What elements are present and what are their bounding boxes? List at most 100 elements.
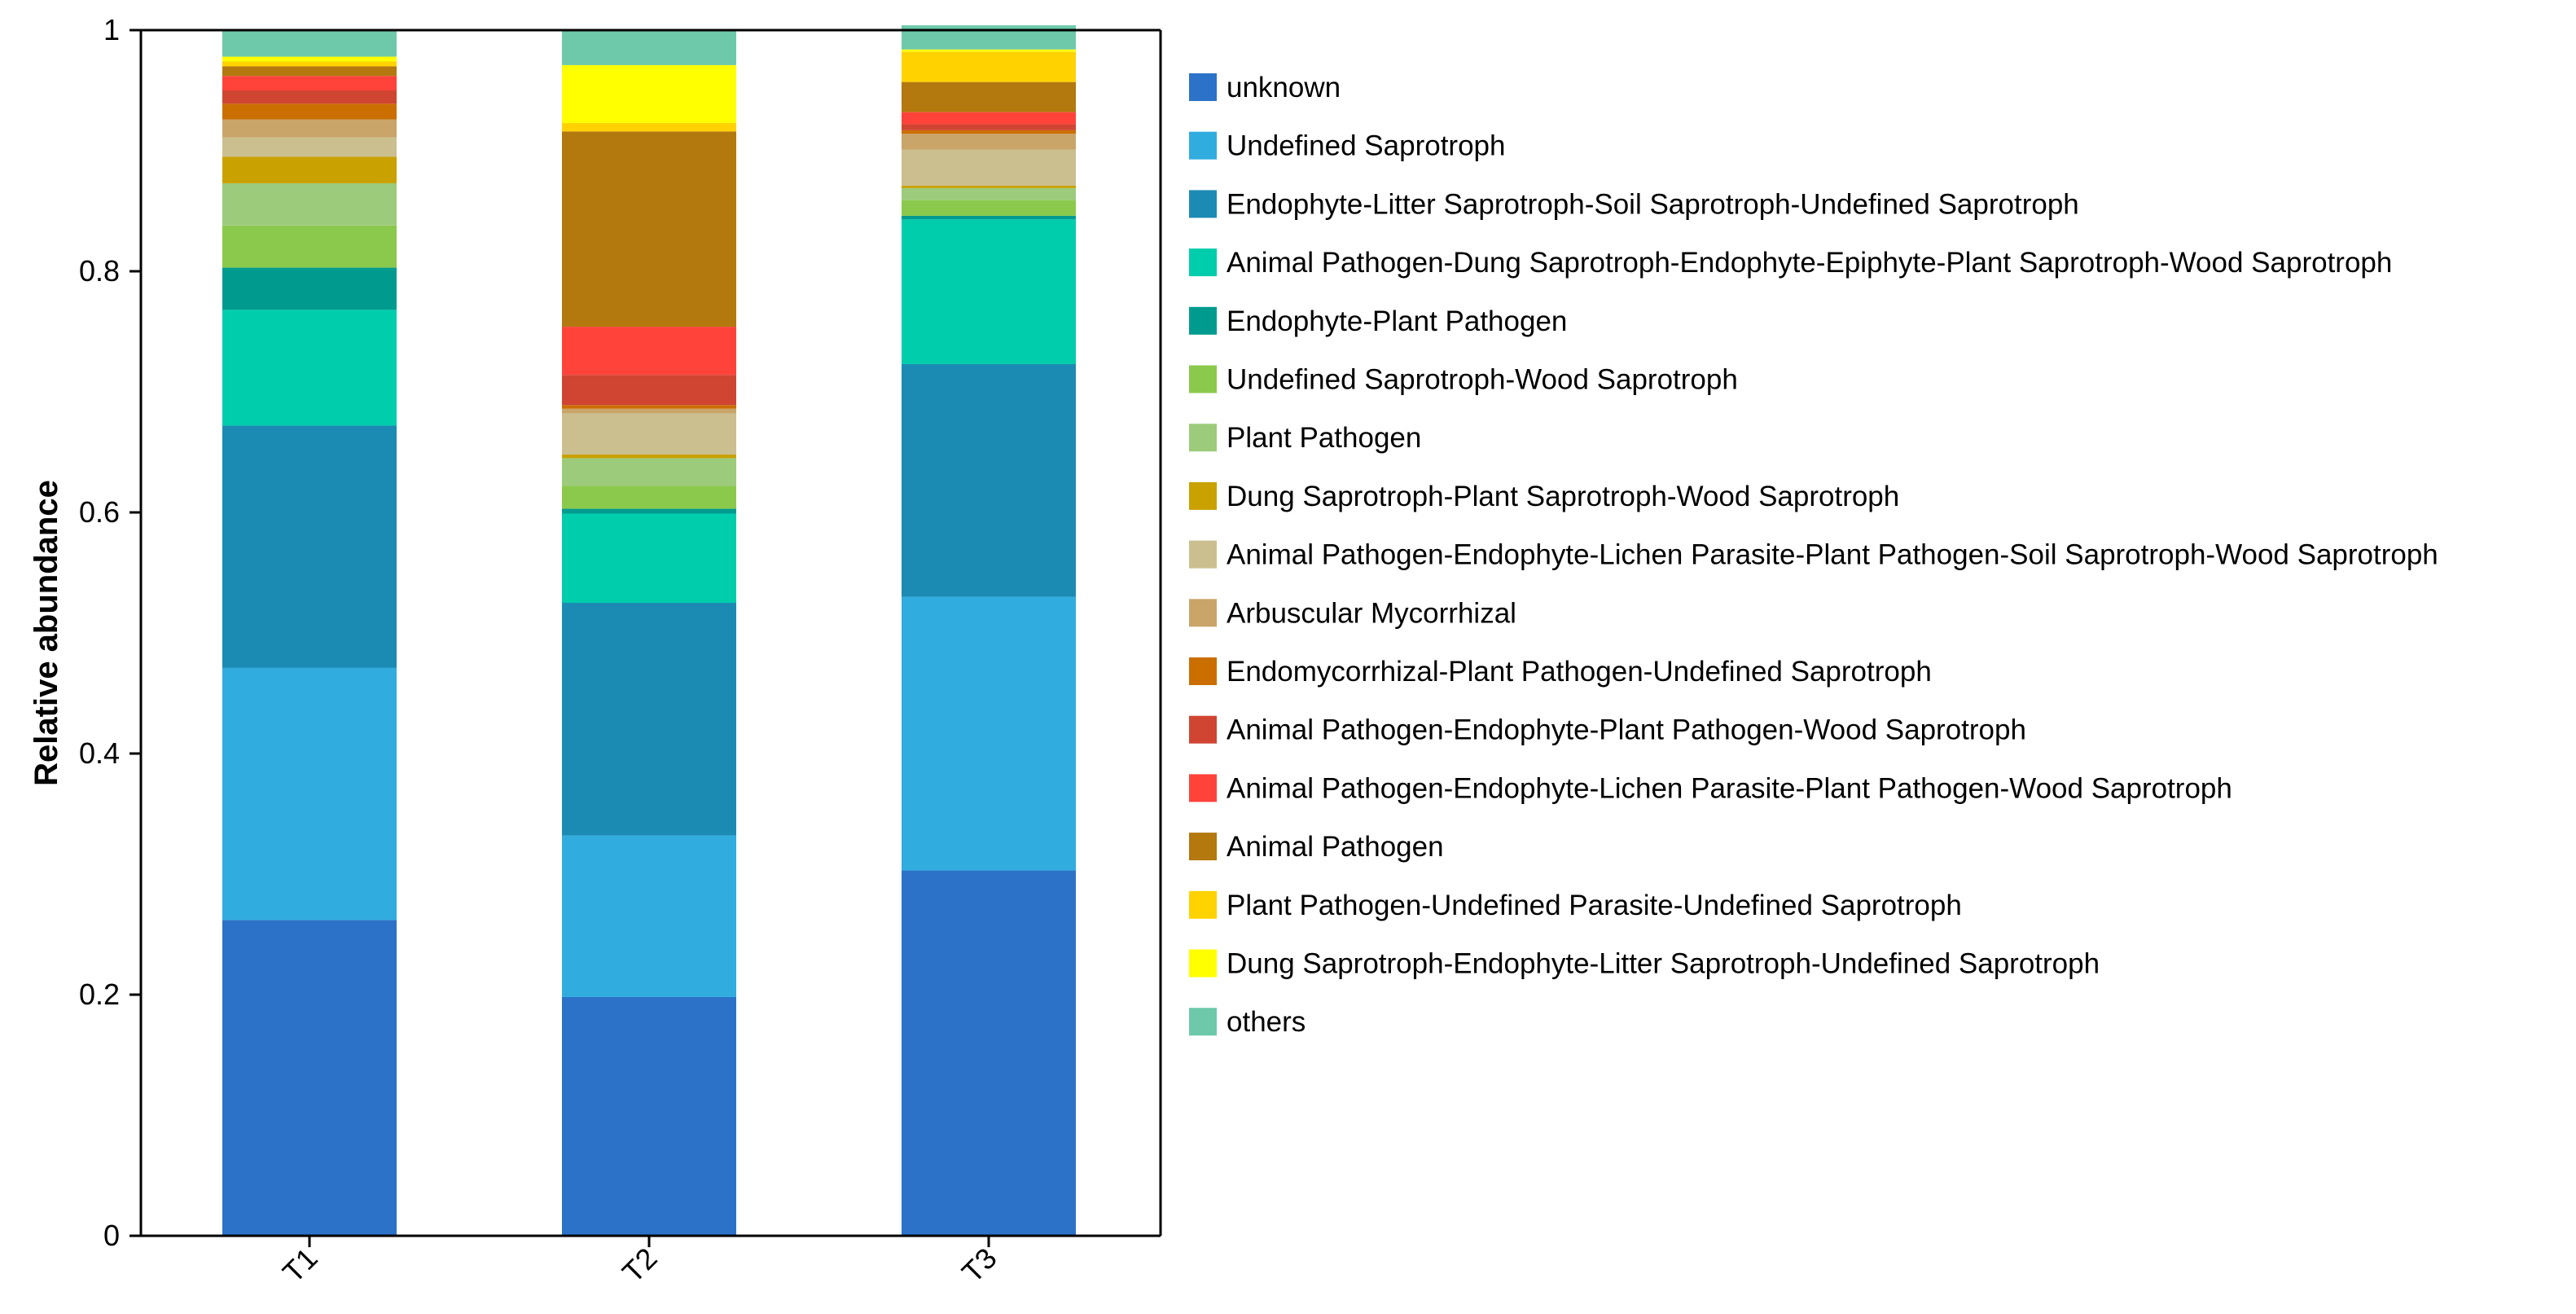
bar-segment-t1-4	[222, 267, 397, 310]
legend-swatch	[1189, 481, 1217, 510]
legend-label: unknown	[1227, 72, 1341, 103]
legend-swatch	[1189, 949, 1217, 978]
bar-segment-t3-2	[902, 363, 1076, 597]
bar-segment-t2-11	[562, 375, 736, 406]
legend-swatch	[1189, 190, 1217, 218]
x-tick-label: T2	[616, 1241, 664, 1290]
y-tick-label: 0.4	[79, 736, 120, 770]
legend-swatch	[1189, 540, 1217, 569]
bar-segment-t3-13	[902, 81, 1076, 112]
bar-segment-t3-0	[902, 870, 1076, 1236]
bar-segment-t2-10	[562, 405, 736, 409]
legend-swatch	[1189, 890, 1217, 919]
bar-segment-t2-15	[562, 64, 736, 123]
bar-segment-t1-2	[222, 425, 397, 668]
legend-label: Dung Saprotroph-Endophyte-Litter Saprotr…	[1227, 948, 2100, 980]
x-tick-label: T3	[955, 1241, 1003, 1290]
legend: unknown Undefined Saprotroph Endophyte-Lit…	[1189, 72, 2438, 1038]
bar-segment-t2-4	[562, 508, 736, 514]
bar-segment-t2-1	[562, 835, 736, 997]
bar-segment-t2-5	[562, 486, 736, 509]
y-tick-label: 1	[103, 13, 120, 46]
legend-label: Animal Pathogen	[1227, 831, 1444, 863]
legend-swatch	[1189, 715, 1217, 744]
legend-swatch	[1189, 833, 1217, 861]
bars-group	[222, 25, 1076, 1236]
legend-label: Plant Pathogen-Undefined Parasite-Undefi…	[1227, 890, 1962, 921]
bar-segment-t2-8	[562, 413, 736, 455]
y-tick-label: 0.2	[79, 978, 120, 1011]
legend-swatch	[1189, 657, 1217, 685]
bar-segment-t1-16	[222, 30, 397, 57]
bar-segment-t1-8	[222, 137, 397, 157]
legend-label: Endophyte-Litter Saprotroph-Soil Saprotr…	[1227, 188, 2079, 220]
bar-segment-t1-9	[222, 119, 397, 138]
bar-segment-t2-14	[562, 122, 736, 132]
bar-segment-t3-10	[902, 130, 1076, 134]
bar-segment-t3-15	[902, 49, 1076, 52]
bar-segment-t2-0	[562, 996, 736, 1236]
bar-segment-t1-11	[222, 90, 397, 104]
legend-swatch	[1189, 774, 1217, 802]
legend-label: Endomycorrhizal-Plant Pathogen-Undefined…	[1227, 656, 1932, 688]
bar-segment-t3-8	[902, 149, 1076, 186]
legend-label: Endophyte-Plant Pathogen	[1227, 305, 1567, 337]
legend-swatch	[1189, 306, 1217, 335]
bar-segment-t3-6	[902, 187, 1076, 200]
bar-segment-t1-7	[222, 156, 397, 183]
legend-swatch	[1189, 424, 1217, 452]
bar-segment-t1-0	[222, 920, 397, 1236]
legend-swatch	[1189, 248, 1217, 277]
legend-label: Plant Pathogen	[1227, 422, 1421, 454]
bar-segment-t1-10	[222, 103, 397, 120]
legend-label: Dung Saprotroph-Plant Saprotroph-Wood Sa…	[1227, 481, 1899, 512]
bar-segment-t3-4	[902, 215, 1076, 220]
bar-segment-t2-7	[562, 454, 736, 459]
legend-label: Animal Pathogen-Dung Saprotroph-Endophyt…	[1227, 247, 2392, 279]
x-ticks: T1 T2 T3	[276, 1236, 1003, 1289]
legend-swatch	[1189, 599, 1217, 627]
bar-segment-t1-3	[222, 310, 397, 426]
bar-segment-t2-9	[562, 408, 736, 414]
y-ticks: 0 0.2 0.4 0.6 0.8 1	[79, 13, 141, 1252]
legend-swatch	[1189, 73, 1217, 101]
y-axis-title: Relative abundance	[29, 480, 64, 786]
bar-segment-t2-2	[562, 603, 736, 836]
bar-segment-t1-14	[222, 61, 397, 67]
legend-label: Animal Pathogen-Endophyte-Lichen Parasit…	[1227, 539, 2438, 571]
legend-swatch	[1189, 131, 1217, 160]
legend-label: Arbuscular Mycorrhizal	[1227, 597, 1516, 629]
bar-segment-t3-7	[902, 185, 1076, 188]
legend-label: Animal Pathogen-Endophyte-Plant Pathogen…	[1227, 714, 2026, 746]
bar-segment-t2-6	[562, 458, 736, 486]
bar-segment-t2-12	[562, 327, 736, 376]
bar-segment-t1-5	[222, 225, 397, 268]
y-tick-label: 0.6	[79, 495, 120, 529]
legend-label: Animal Pathogen-Endophyte-Lichen Parasit…	[1227, 772, 2232, 804]
x-tick-label: T1	[276, 1241, 324, 1290]
bar-segment-t3-11	[902, 124, 1076, 130]
bar-segment-t1-12	[222, 76, 397, 90]
bar-segment-t1-1	[222, 667, 397, 921]
bar-segment-t3-5	[902, 200, 1076, 216]
y-tick-label: 0.8	[79, 254, 120, 288]
y-tick-label: 0	[103, 1219, 120, 1252]
bar-segment-t2-3	[562, 513, 736, 603]
bar-segment-t3-12	[902, 112, 1076, 125]
legend-label: Undefined Saprotroph	[1227, 130, 1505, 162]
bar-segment-t3-9	[902, 134, 1076, 150]
legend-label: others	[1227, 1006, 1306, 1038]
bar-segment-t1-15	[222, 56, 397, 62]
legend-label: Undefined Saprotroph-Wood Saprotroph	[1227, 364, 1738, 396]
bar-segment-t1-6	[222, 182, 397, 226]
bar-segment-t2-16	[562, 30, 736, 65]
axes-group	[139, 29, 1162, 1237]
legend-swatch	[1189, 1008, 1217, 1036]
bar-segment-t1-13	[222, 66, 397, 77]
legend-swatch	[1189, 365, 1217, 393]
bar-segment-t2-13	[562, 131, 736, 327]
bar-segment-t3-1	[902, 596, 1076, 871]
bar-segment-t3-14	[902, 51, 1076, 82]
bar-segment-t3-3	[902, 219, 1076, 364]
